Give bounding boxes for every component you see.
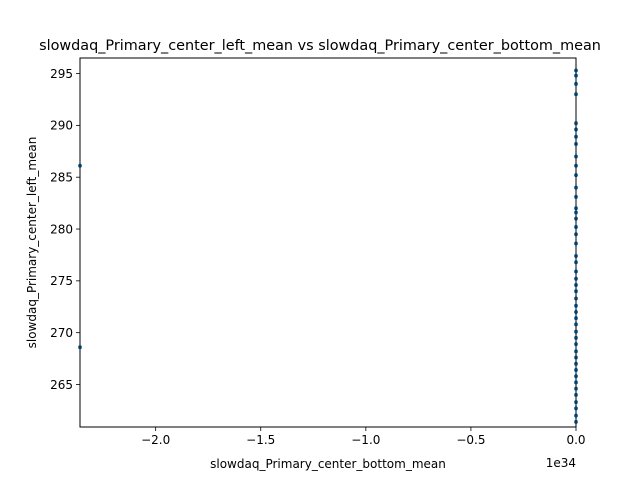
chart-title: slowdaq_Primary_center_left_mean vs slow… bbox=[39, 38, 601, 54]
x-tick-label: −1.0 bbox=[351, 433, 380, 447]
y-tick-label: 295 bbox=[50, 67, 73, 81]
y-tick-label: 285 bbox=[50, 170, 73, 184]
y-tick-label: 280 bbox=[50, 222, 73, 236]
x-axis-offset-label: 1e34 bbox=[546, 456, 576, 470]
x-tick-label: 0.0 bbox=[566, 433, 585, 447]
x-tick-label: −1.5 bbox=[246, 433, 275, 447]
plot-frame bbox=[79, 57, 577, 428]
y-tick-label: 290 bbox=[50, 119, 73, 133]
y-axis-label: slowdaq_Primary_center_left_mean bbox=[25, 137, 39, 349]
y-tick-label: 275 bbox=[50, 274, 73, 288]
x-axis-label: slowdaq_Primary_center_bottom_mean bbox=[210, 457, 446, 471]
y-axis-ticks: 265 270 275 280 285 290 295 bbox=[50, 67, 80, 392]
x-tick-label: −0.5 bbox=[456, 433, 485, 447]
x-axis-ticks: −2.0 −1.5 −1.0 −0.5 0.0 bbox=[141, 427, 586, 447]
y-tick-label: 265 bbox=[50, 378, 73, 392]
y-tick-label: 270 bbox=[50, 326, 73, 340]
data-points bbox=[78, 68, 578, 424]
x-tick-label: −2.0 bbox=[141, 433, 170, 447]
